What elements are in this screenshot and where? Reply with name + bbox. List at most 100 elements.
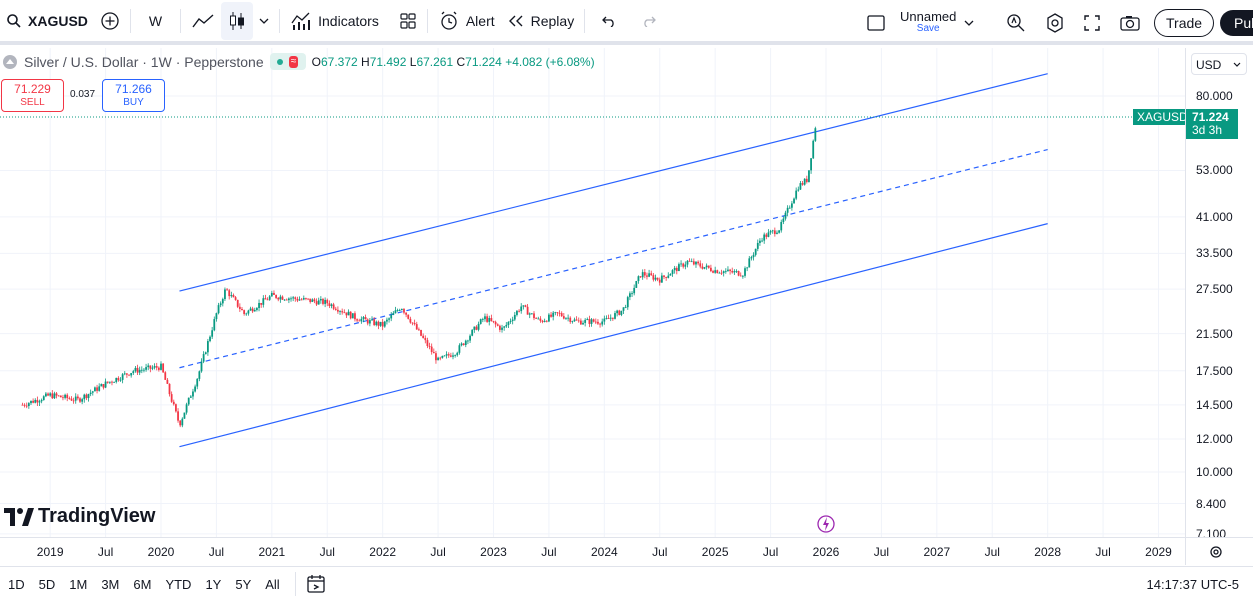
redo-button[interactable] bbox=[629, 2, 669, 40]
candle-body bbox=[155, 366, 158, 368]
candle-body bbox=[795, 190, 798, 199]
line-chart-icon bbox=[192, 13, 214, 27]
candle-body bbox=[526, 306, 529, 315]
quick-search-button[interactable] bbox=[1005, 0, 1027, 45]
tradingview-logo[interactable]: TradingView bbox=[4, 505, 155, 528]
layout-selector[interactable]: Unnamed Save bbox=[866, 0, 974, 45]
price-axis[interactable]: USD 80.000 53.000 41.000 33.500 27.500 21.500… bbox=[1185, 48, 1253, 541]
candle-body bbox=[752, 254, 755, 258]
snapshot-button[interactable] bbox=[1119, 0, 1141, 45]
range-button-1d[interactable]: 1D bbox=[8, 576, 25, 592]
indicators-button[interactable]: Indicators bbox=[284, 2, 385, 40]
range-button-ytd[interactable]: YTD bbox=[165, 576, 192, 592]
open-value: 67.372 bbox=[320, 54, 358, 69]
candle-body bbox=[420, 329, 422, 336]
candle-body bbox=[516, 310, 518, 315]
candle-body bbox=[467, 340, 469, 342]
candle-body bbox=[360, 318, 363, 322]
go-to-date-button[interactable] bbox=[300, 565, 334, 601]
chart-pane[interactable]: Silver / U.S. Dollar · 1W · Pepperstone … bbox=[0, 48, 1185, 537]
chart-legend: Silver / U.S. Dollar · 1W · Pepperstone … bbox=[2, 53, 595, 70]
lightning-bolt bbox=[823, 517, 829, 531]
candle-body bbox=[234, 297, 237, 300]
candle-body bbox=[579, 320, 582, 325]
candle-body bbox=[522, 305, 525, 307]
range-button-1y[interactable]: 1Y bbox=[205, 576, 222, 592]
candle-body bbox=[454, 355, 457, 356]
replay-button[interactable]: Replay bbox=[501, 2, 581, 40]
price-tick-label: 53.000 bbox=[1196, 163, 1233, 178]
candle-body bbox=[801, 183, 804, 185]
trade-button[interactable]: Trade bbox=[1154, 0, 1215, 45]
candle-body bbox=[490, 318, 493, 321]
candle-body bbox=[79, 398, 81, 402]
chart-type-dropdown[interactable] bbox=[253, 2, 275, 40]
interval-button[interactable]: W bbox=[135, 2, 176, 40]
tradingview-logo-icon bbox=[4, 507, 34, 526]
symbol-search[interactable]: XAGUSD bbox=[0, 2, 94, 40]
candle-body bbox=[631, 293, 633, 295]
candle-body bbox=[388, 318, 390, 320]
range-button-5y[interactable]: 5Y bbox=[235, 576, 252, 592]
buy-button[interactable]: 71.266 BUY bbox=[102, 79, 165, 112]
candle-body bbox=[669, 273, 672, 276]
line-chart-type-button[interactable] bbox=[185, 2, 221, 40]
settings-button[interactable] bbox=[1044, 0, 1066, 45]
alert-button[interactable]: Alert bbox=[432, 2, 501, 40]
range-button-3m[interactable]: 3M bbox=[101, 576, 120, 592]
market-open-dot bbox=[276, 58, 283, 65]
candle-body bbox=[656, 277, 659, 280]
time-axis[interactable]: 2019 Jul 2020 Jul 2021 Jul 2022 Jul 2023 Jul 2024 J… bbox=[0, 537, 1185, 565]
currency-selector[interactable]: USD bbox=[1191, 53, 1247, 75]
market-status-badge[interactable]: ≈ bbox=[269, 53, 306, 70]
candle-body bbox=[185, 404, 188, 413]
symbol-title[interactable]: Silver / U.S. Dollar · 1W · Pepperstone bbox=[24, 53, 264, 70]
save-label[interactable]: Save bbox=[916, 22, 940, 34]
candle-body bbox=[673, 267, 676, 271]
price-chart[interactable] bbox=[0, 48, 1185, 537]
templates-button[interactable] bbox=[393, 2, 423, 40]
fullscreen-button[interactable] bbox=[1083, 0, 1101, 45]
current-price-tag: 71.224 3d 3h bbox=[1186, 109, 1238, 139]
candle-body bbox=[145, 367, 147, 370]
candle-body bbox=[392, 313, 395, 316]
candle-body bbox=[66, 394, 69, 399]
candle-body bbox=[160, 363, 162, 370]
candle-body bbox=[498, 325, 501, 330]
candle-body bbox=[430, 346, 433, 353]
candle-body bbox=[262, 298, 265, 305]
candle-body bbox=[292, 297, 295, 299]
gear-icon[interactable] bbox=[1208, 544, 1224, 560]
sell-button[interactable]: 71.229 SELL bbox=[1, 79, 64, 112]
candle-body bbox=[805, 178, 808, 182]
candle-body bbox=[528, 313, 531, 315]
candle-body bbox=[735, 270, 738, 272]
range-button-6m[interactable]: 6M bbox=[133, 576, 152, 592]
chevron-down-icon bbox=[259, 18, 269, 24]
candle-body bbox=[701, 266, 704, 269]
publish-button[interactable]: Pub bbox=[1220, 0, 1253, 45]
time-tick-label: 2024 bbox=[590, 545, 618, 559]
range-button-5d[interactable]: 5D bbox=[38, 576, 56, 592]
undo-button[interactable] bbox=[589, 2, 629, 40]
candle-body bbox=[251, 308, 254, 312]
candle-body bbox=[550, 314, 552, 317]
current-symbol-tag: XAGUSD bbox=[1133, 109, 1185, 125]
candle-body bbox=[170, 394, 173, 402]
change-value: +4.082 (+6.08%) bbox=[505, 54, 595, 69]
time-tick-label: Jul bbox=[762, 545, 779, 559]
time-tick-label: Jul bbox=[652, 545, 668, 559]
candle-body bbox=[270, 292, 273, 297]
candle-body bbox=[296, 298, 299, 301]
candle-body bbox=[138, 369, 141, 373]
compare-button[interactable] bbox=[94, 2, 126, 40]
candle-body bbox=[622, 307, 625, 311]
range-button-all[interactable]: All bbox=[265, 576, 280, 592]
range-button-1m[interactable]: 1M bbox=[69, 576, 88, 592]
channel-lower-line bbox=[179, 223, 1048, 448]
candle-body bbox=[780, 221, 783, 231]
candles-chart-type-button[interactable] bbox=[221, 1, 254, 40]
candle-body bbox=[351, 313, 354, 319]
candle-body bbox=[238, 306, 241, 309]
timezone-clock[interactable]: 14:17:37 UTC-5 bbox=[1146, 576, 1240, 592]
